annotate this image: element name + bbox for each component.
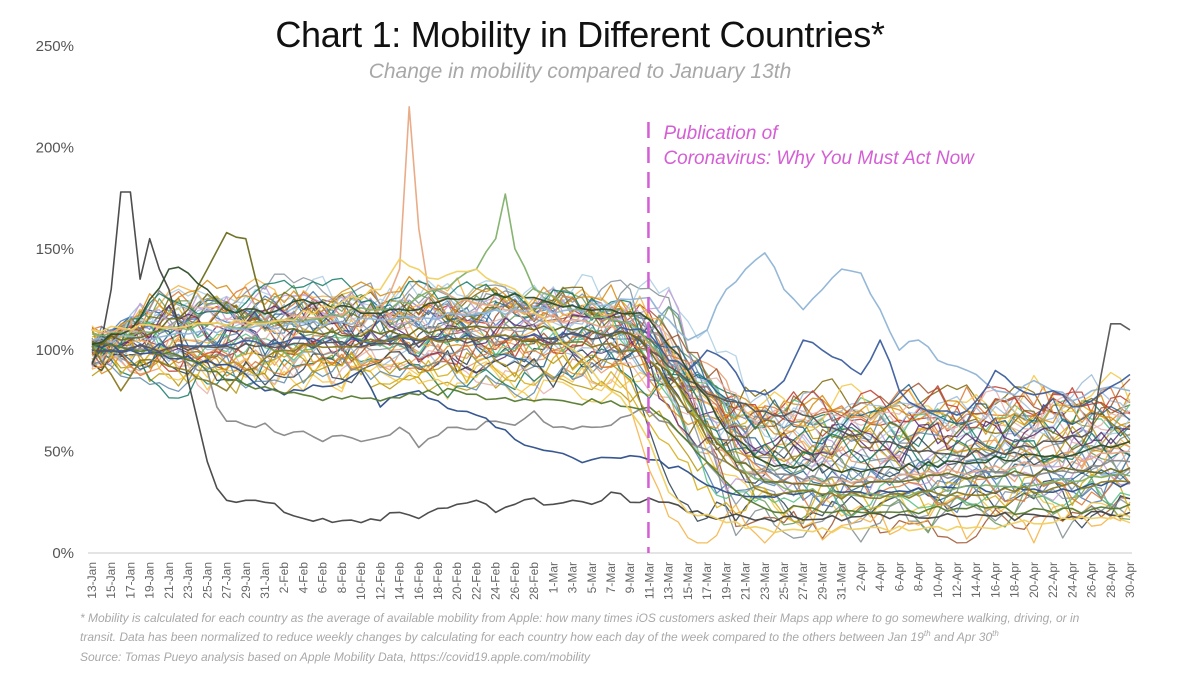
- y-tick-label: 150%: [36, 241, 74, 258]
- x-tick-label: 6-Apr: [892, 562, 906, 591]
- x-tick-label: 1-Mar: [546, 562, 560, 593]
- x-tick-label: 13-Mar: [662, 562, 676, 600]
- series-line-country-42: [91, 321, 1131, 518]
- series-line-country-44: [91, 302, 1131, 463]
- x-tick-label: 18-Apr: [1008, 562, 1022, 598]
- series-line-country-47: [91, 277, 1131, 470]
- series-line-country-lightgreen-spike: [91, 193, 1131, 499]
- x-tick-label: 16-Feb: [412, 562, 426, 600]
- series-line-country-36: [91, 328, 1131, 479]
- x-tick-label: 26-Apr: [1085, 562, 1099, 598]
- x-axis: 13-Jan 15-Jan 17-Jan 19-Jan 21-Jan 23-Jan 25-J…: [85, 562, 1137, 600]
- x-tick-label: 2-Apr: [854, 562, 868, 591]
- x-tick-label: 23-Jan: [181, 562, 195, 599]
- series-line-country-28: [91, 284, 1131, 534]
- series-line-country-45: [91, 335, 1131, 515]
- chart-subtitle: Change in mobility compared to January 1…: [368, 60, 792, 83]
- x-tick-label: 3-Mar: [566, 562, 580, 593]
- footnote-line2: transit. Data has been normalized to red…: [80, 629, 999, 644]
- series-line-country-olive-peak: [91, 231, 1131, 488]
- x-tick-label: 22-Apr: [1046, 562, 1060, 598]
- x-tick-label: 25-Mar: [777, 562, 791, 600]
- x-tick-label: 16-Apr: [988, 562, 1002, 598]
- annotation-text-line1: Publication of: [663, 123, 779, 144]
- series-line-country-22: [91, 273, 1131, 525]
- x-tick-label: 11-Mar: [642, 562, 656, 599]
- series-line-country-darkgreen-early: [91, 266, 1131, 473]
- x-tick-label: 10-Apr: [931, 562, 945, 598]
- x-tick-label: 8-Feb: [335, 562, 349, 594]
- x-tick-label: 31-Jan: [258, 562, 272, 599]
- y-tick-label: 200%: [36, 139, 74, 156]
- x-tick-label: 22-Feb: [469, 562, 483, 600]
- x-tick-label: 29-Jan: [239, 562, 253, 599]
- y-tick-label: 50%: [44, 444, 74, 461]
- x-tick-label: 17-Jan: [123, 562, 137, 599]
- x-tick-label: 21-Mar: [739, 562, 753, 600]
- annotation-text-line2: Coronavirus: Why You Must Act Now: [663, 148, 975, 169]
- series-line-country-olive-early: [91, 334, 1131, 500]
- x-tick-label: 19-Mar: [719, 562, 733, 600]
- x-tick-label: 9-Mar: [623, 562, 637, 593]
- x-tick-label: 15-Jan: [104, 562, 118, 599]
- x-tick-label: 19-Jan: [143, 562, 157, 599]
- x-tick-label: 25-Jan: [200, 562, 214, 599]
- series-line-country-lightblue-late: [91, 252, 1131, 402]
- x-tick-label: 27-Mar: [796, 562, 810, 600]
- x-tick-label: 15-Mar: [681, 562, 695, 600]
- x-tick-label: 24-Feb: [489, 562, 503, 600]
- chart-title: Chart 1: Mobility in Different Countries…: [275, 14, 885, 55]
- x-tick-label: 18-Feb: [431, 562, 445, 600]
- x-tick-label: 27-Jan: [220, 562, 234, 599]
- series-line-country-12: [91, 354, 1131, 459]
- annotation: Publication of Coronavirus: Why You Must…: [647, 122, 975, 553]
- x-tick-label: 4-Apr: [873, 562, 887, 591]
- x-tick-label: 6-Feb: [316, 562, 330, 594]
- series-line-country-outlier-dark-drop: [91, 191, 1131, 524]
- x-tick-label: 30-Apr: [1123, 562, 1137, 598]
- x-tick-label: 20-Feb: [450, 562, 464, 600]
- y-tick-label: 250%: [36, 38, 74, 55]
- x-tick-label: 14-Feb: [393, 562, 407, 600]
- y-tick-label: 100%: [36, 342, 74, 359]
- x-tick-label: 10-Feb: [354, 562, 368, 600]
- series-layer: [91, 106, 1131, 544]
- y-axis: 0% 50% 100% 150% 200% 250%: [36, 38, 74, 562]
- x-tick-label: 12-Apr: [950, 562, 964, 598]
- x-tick-label: 28-Feb: [527, 562, 541, 600]
- x-tick-label: 26-Feb: [508, 562, 522, 600]
- series-line-country-34: [91, 334, 1131, 523]
- x-tick-label: 20-Apr: [1027, 562, 1041, 598]
- x-tick-label: 4-Feb: [296, 562, 310, 594]
- series-line-country-dark-late-spike: [91, 323, 1131, 458]
- footnote: * Mobility is calculated for each countr…: [80, 610, 1160, 645]
- x-tick-label: 17-Mar: [700, 562, 714, 600]
- x-tick-label: 5-Mar: [585, 562, 599, 593]
- series-line-country-yellow-early-drop: [91, 258, 1131, 534]
- x-tick-label: 13-Jan: [85, 562, 99, 599]
- x-tick-label: 23-Mar: [758, 562, 772, 600]
- series-line-country-green-mid: [91, 342, 1131, 516]
- x-tick-label: 24-Apr: [1065, 562, 1079, 598]
- x-tick-label: 8-Apr: [912, 562, 926, 591]
- series-line-country-39: [91, 317, 1131, 445]
- series-line-country-48: [91, 275, 1131, 436]
- x-tick-label: 7-Mar: [604, 562, 618, 593]
- x-tick-label: 28-Apr: [1104, 562, 1118, 598]
- x-tick-label: 21-Jan: [162, 562, 176, 599]
- series-line-country-35: [91, 349, 1131, 458]
- y-tick-label: 0%: [52, 545, 74, 562]
- footnote-line1: * Mobility is calculated for each countr…: [80, 611, 1080, 625]
- series-line-country-25: [91, 290, 1131, 508]
- x-tick-label: 14-Apr: [969, 562, 983, 598]
- source-note: Source: Tomas Pueyo analysis based on Ap…: [80, 650, 591, 664]
- x-tick-label: 31-Mar: [835, 562, 849, 600]
- x-tick-label: 2-Feb: [277, 562, 291, 594]
- series-line-country-33: [91, 333, 1131, 476]
- x-tick-label: 29-Mar: [815, 562, 829, 600]
- x-tick-label: 12-Feb: [373, 562, 387, 600]
